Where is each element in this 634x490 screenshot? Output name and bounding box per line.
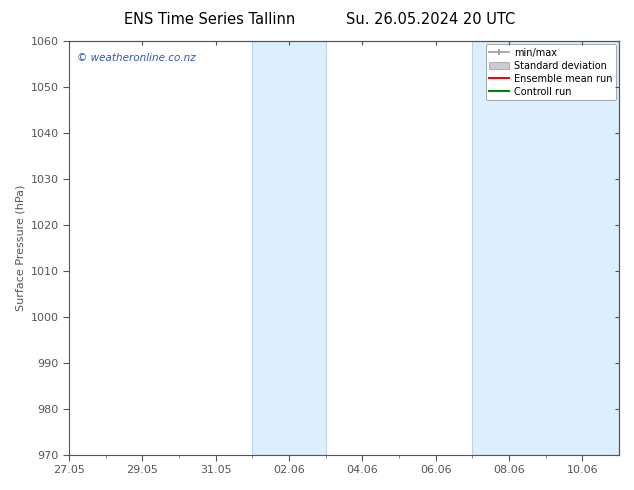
Text: ENS Time Series Tallinn: ENS Time Series Tallinn — [124, 12, 295, 27]
Text: Su. 26.05.2024 20 UTC: Su. 26.05.2024 20 UTC — [347, 12, 515, 27]
Y-axis label: Surface Pressure (hPa): Surface Pressure (hPa) — [15, 185, 25, 311]
Text: © weatheronline.co.nz: © weatheronline.co.nz — [77, 53, 196, 64]
Bar — [472, 41, 619, 455]
Legend: min/max, Standard deviation, Ensemble mean run, Controll run: min/max, Standard deviation, Ensemble me… — [486, 44, 616, 100]
Bar — [252, 41, 326, 455]
